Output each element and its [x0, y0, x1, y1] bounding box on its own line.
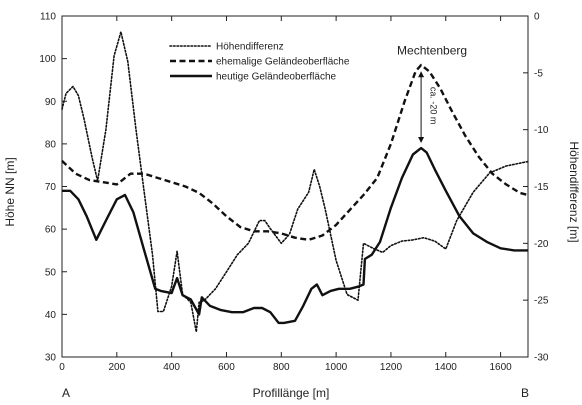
- difference-arrow: [418, 71, 425, 144]
- legend: Höhendifferenz ehemalige Geländeoberfläch…: [169, 42, 350, 83]
- y2-tick-label: -25: [534, 296, 549, 307]
- y2-tick-label: -10: [534, 125, 549, 136]
- y-tick-label: 30: [45, 353, 57, 364]
- y-tick-label: 40: [45, 310, 57, 321]
- y-tick-label: 80: [45, 139, 57, 150]
- legend-label: Höhendifferenz: [216, 42, 284, 53]
- y2-tick-label: -15: [534, 182, 549, 193]
- y2-tick-label: -30: [534, 353, 549, 364]
- y-tick-label: 110: [40, 12, 56, 23]
- series-layer: [61, 31, 529, 333]
- x-tick-label: 400: [163, 362, 180, 373]
- y-tick-label: 90: [45, 97, 57, 108]
- y2-tick-label: -5: [534, 68, 543, 79]
- y-tick-label: 70: [45, 182, 57, 193]
- y2-tick-label: 0: [534, 12, 540, 23]
- x-tick-label: 1200: [380, 362, 403, 373]
- arrow-head-up: [418, 71, 425, 78]
- x-tick-label: 1600: [489, 362, 512, 373]
- y-tick-label: 100: [39, 54, 56, 65]
- corner-label-b: B: [521, 386, 529, 400]
- x-axis-ticks: 0 200 400 600 800 1000 1200 1400 1600: [59, 16, 512, 373]
- x-tick-label: 0: [59, 362, 65, 373]
- x-tick-label: 1400: [435, 362, 458, 373]
- peak-label: Mechtenberg: [397, 43, 467, 57]
- legend-label: heutige Geländeoberfläche: [216, 72, 337, 83]
- y-axis-label: Höhe NN [m]: [3, 157, 17, 226]
- x-tick-label: 600: [218, 362, 235, 373]
- y-axis-ticks: 30 40 50 60 70 80 90 100 110: [39, 12, 67, 364]
- y2-axis-ticks: -30 -25 -20 -15 -10 -5 0: [523, 12, 549, 364]
- series-line-2: [61, 63, 529, 241]
- y2-tick-label: -20: [534, 239, 549, 250]
- y-tick-label: 60: [45, 225, 57, 236]
- y-tick-label: 50: [45, 267, 57, 278]
- difference-label: ca. -20 m: [429, 87, 439, 125]
- y2-axis-label: Höhendifferenz [m]: [567, 141, 581, 242]
- x-tick-label: 200: [108, 362, 125, 373]
- x-tick-label: 800: [273, 362, 290, 373]
- series-line-3: [62, 146, 528, 325]
- corner-label-a: A: [62, 386, 70, 400]
- x-axis-label: Profillänge [m]: [253, 386, 330, 400]
- arrow-head-down: [418, 137, 425, 144]
- x-tick-label: 1000: [325, 362, 348, 373]
- legend-label: ehemalige Geländeoberfläche: [216, 57, 350, 68]
